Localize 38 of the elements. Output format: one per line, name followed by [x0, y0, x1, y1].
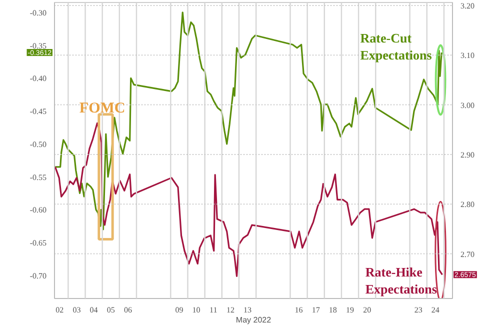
y-tick-label: -0.55 [30, 172, 47, 182]
x-tick-label: 16 [294, 306, 303, 314]
x-tick-label: 10 [192, 306, 200, 314]
x-tick-label: 04 [90, 306, 98, 314]
x-tick-label: 19 [346, 306, 354, 314]
x-tick-label: 03 [72, 306, 81, 314]
y-tick-label: -0.50 [30, 140, 47, 149]
y2-tick-label: 2.70 [460, 250, 474, 259]
x-tick-label: 12 [226, 306, 234, 314]
y2-tick-label: 3.20 [460, 1, 474, 10]
y2-tick-label: 2.80 [460, 200, 474, 210]
y-tick-label: -0.30 [30, 8, 47, 18]
line-series [54, 122, 444, 277]
x-tick-label: 24 [431, 306, 440, 314]
x-tick-label: 17 [312, 306, 320, 314]
y-tick-label: -0.70 [30, 271, 47, 280]
x-tick-label: 05 [106, 306, 115, 314]
annotation: Rate-Cut Expectations [360, 30, 432, 63]
y2-tick-label: 2.90 [460, 150, 474, 160]
x-tick-label: 13 [244, 306, 252, 314]
x-tick-label: 20 [363, 306, 372, 314]
y-tick-label: -0.45 [30, 107, 47, 116]
y-tick-label: -0.65 [30, 238, 47, 248]
annotation: FOMC [79, 100, 126, 116]
y2-tick-label: 3.10 [460, 51, 474, 60]
y2-tick-label: 3.00 [460, 100, 474, 110]
x-tick-label: 11 [210, 306, 218, 314]
x-tick-label: 18 [328, 306, 337, 314]
annotation: Rate-Hike Expectations [365, 264, 437, 297]
x-axis-title: May 2022 [236, 316, 272, 324]
y-tick-label: -0.60 [30, 206, 47, 215]
line-series [54, 12, 442, 230]
x-tick-label: 02 [56, 306, 64, 314]
y-tick-label: -0.40 [30, 74, 47, 84]
y-tick-label: -0.35 [30, 41, 47, 50]
x-tick-label: 23 [414, 306, 422, 314]
x-tick-label: 09 [175, 306, 184, 314]
x-tick-label: 06 [124, 306, 132, 314]
